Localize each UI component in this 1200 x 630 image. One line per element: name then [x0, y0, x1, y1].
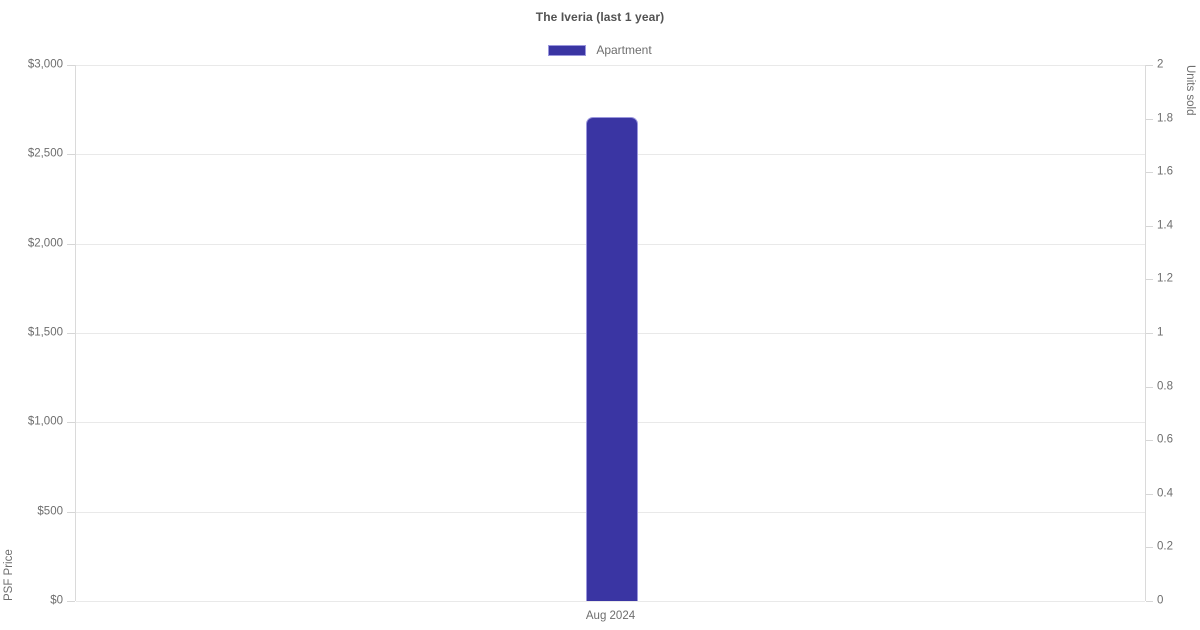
y-axis-left-tick-mark	[67, 243, 75, 245]
y-axis-left-tick-label: $0	[50, 594, 63, 607]
y-axis-right-tick-label: 1.6	[1157, 165, 1173, 178]
y-axis-right-tick-mark	[1146, 172, 1153, 174]
y-axis-right-tick-label: 0	[1157, 594, 1164, 607]
x-axis-tick-label: Aug 2024	[585, 610, 636, 622]
y-axis-left-tick-label: $2,000	[27, 236, 63, 249]
y-axis-left-tick-mark	[67, 511, 75, 513]
y-axis-right-tick-mark	[1146, 333, 1153, 334]
y-axis-right-tick-mark	[1146, 601, 1153, 602]
y-axis-right-tick-label: 1	[1157, 326, 1164, 339]
y-axis-left-tick-mark	[67, 422, 75, 424]
bar-apartment-aug-2024[interactable]	[585, 116, 638, 601]
y-axis-right-tick-mark	[1146, 386, 1153, 388]
y-axis-right-tick-label: 0.2	[1157, 540, 1173, 553]
y-axis-right-tick-mark	[1146, 440, 1153, 442]
y-axis-right-tick-mark	[1146, 65, 1153, 66]
y-axis-right-tick-label: 0.6	[1157, 433, 1173, 446]
y-axis-right-tick-mark	[1146, 225, 1153, 227]
legend-item-apartment[interactable]: Apartment	[548, 43, 652, 57]
y-axis-left-tick-label: $1,000	[27, 415, 63, 428]
gridline	[76, 65, 1145, 66]
y-axis-right-tick-label: 1.4	[1157, 219, 1173, 232]
y-axis-right-tick-label: 2	[1157, 58, 1164, 71]
y-axis-left-tick-label: $500	[37, 504, 63, 517]
y-axis-left-tick-mark	[67, 333, 75, 334]
y-axis-right-tick-label: 0.8	[1157, 379, 1173, 392]
gridline	[76, 601, 1145, 602]
y-axis-left-tick-label: $1,500	[27, 326, 63, 339]
y-axis-left-tick-label: $3,000	[27, 58, 63, 71]
y-axis-right-tick-label: 1.8	[1157, 111, 1173, 124]
y-axis-left-tick-mark	[67, 601, 75, 602]
y-axis-right-tick-mark	[1146, 118, 1153, 120]
legend: Apartment	[0, 43, 1200, 57]
y-axis-right-tick-label: 1.2	[1157, 272, 1173, 285]
y-axis-left-tick-label: $2,500	[27, 147, 63, 160]
y-axis-right-tick-mark	[1146, 279, 1153, 281]
y-axis-right-tick-mark	[1146, 493, 1153, 495]
y-axis-left-tick-mark	[67, 65, 75, 66]
y-axis-right-tick-mark	[1146, 547, 1153, 549]
y-axis-right-tick-label: 0.4	[1157, 487, 1173, 500]
chart-title: The Iveria (last 1 year)	[535, 10, 665, 24]
y-axis-right-title: Units sold	[1184, 65, 1196, 116]
y-axis-left-tick-mark	[67, 154, 75, 156]
legend-swatch-icon	[548, 44, 587, 56]
legend-label: Apartment	[596, 43, 652, 57]
plot-area	[75, 65, 1146, 602]
